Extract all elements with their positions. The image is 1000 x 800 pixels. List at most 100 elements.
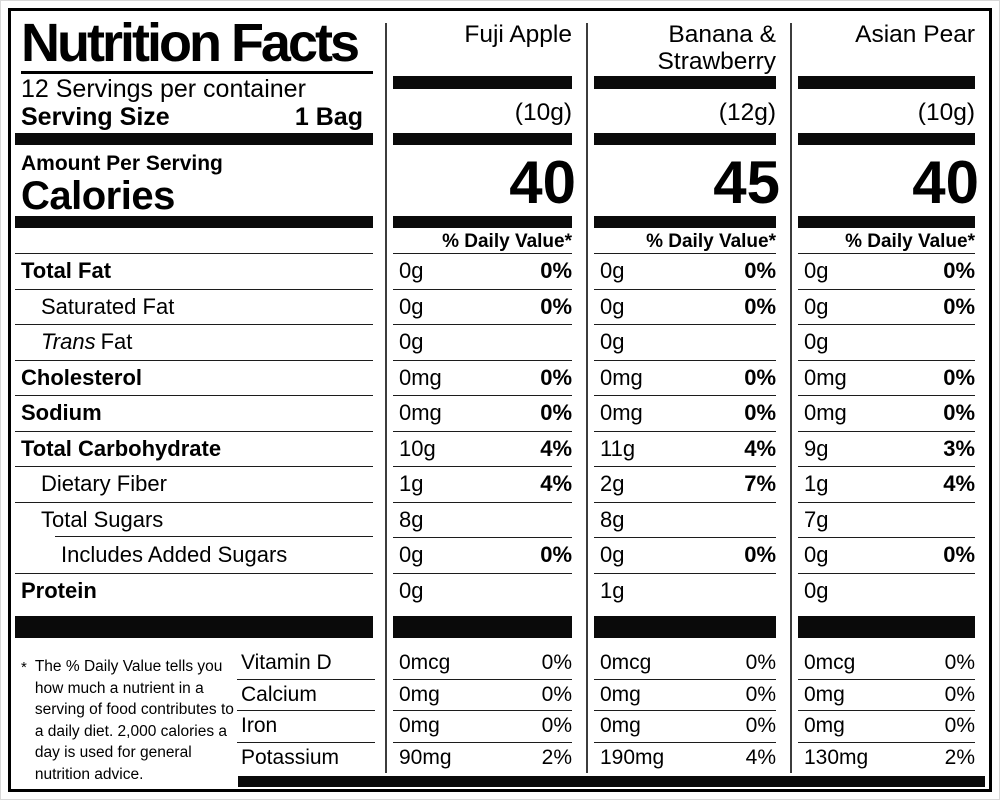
- daily-value: 7%: [744, 471, 776, 497]
- panel-inner: Nutrition Facts 12 Servings per containe…: [11, 11, 989, 789]
- micronutrient-value-row: 0mg 0%: [594, 711, 776, 743]
- nutrient-value-row: 0g: [798, 572, 975, 609]
- amount: 0mcg: [600, 651, 652, 675]
- daily-value: 0%: [744, 400, 776, 426]
- micronutrient-value-row: 0mcg 0%: [594, 648, 776, 680]
- daily-value: 0%: [943, 364, 975, 390]
- daily-value: 0%: [943, 293, 975, 319]
- micronutrient-label-potassium: Potassium: [237, 743, 375, 775]
- amount: 0mcg: [804, 651, 856, 675]
- nutrient-value-row: 10g 4%: [393, 430, 572, 467]
- daily-value: 0%: [944, 651, 975, 675]
- micronutrient-value-row: 90mg 2%: [393, 743, 572, 775]
- nutrient-label-total-fat: Total Fat: [15, 253, 373, 289]
- calories-label: Calories: [21, 174, 175, 218]
- micronutrient-value-row: 0mcg 0%: [393, 648, 572, 680]
- micronutrient-label-text: Potassium: [241, 746, 340, 770]
- thick-rule: [798, 76, 975, 89]
- nutrient-label-text: Total Fat: [21, 258, 112, 284]
- micronutrient-value-row: 0mg 0%: [393, 680, 572, 711]
- amount: 0mg: [399, 364, 442, 390]
- daily-value-header: % Daily Value*: [442, 231, 572, 252]
- thick-rule: [798, 216, 975, 228]
- nutrient-value-row: 0g 0%: [798, 253, 975, 289]
- nutrient-value-row: 7g: [798, 501, 975, 538]
- serving-weight: (10g): [514, 99, 572, 126]
- thick-rule: [594, 216, 776, 228]
- calories-value: 40: [509, 149, 576, 216]
- daily-value: 0%: [540, 293, 572, 319]
- nutrient-value-row: 0mg 0%: [393, 359, 572, 396]
- amount: 8g: [600, 506, 625, 532]
- nutrient-label-cholesterol: Cholesterol: [15, 359, 373, 396]
- nutrient-label-text: Cholesterol: [21, 364, 143, 390]
- amount: 0g: [600, 542, 625, 568]
- amount: 0mg: [600, 682, 641, 706]
- nutrient-label-total-carbohydrate: Total Carbohydrate: [15, 430, 373, 467]
- amount: 0mg: [600, 364, 643, 390]
- micronutrient-value-row: 0mg 0%: [393, 711, 572, 743]
- nutrient-value-row: 0g: [594, 324, 776, 360]
- nutrient-value-row: 0g 0%: [393, 288, 572, 325]
- amount: 0g: [804, 293, 829, 319]
- amount: 2g: [600, 471, 625, 497]
- amount: 10g: [399, 435, 436, 461]
- column-divider: [790, 23, 792, 773]
- nutrient-value-row: 1g: [594, 572, 776, 609]
- amount: 0mg: [399, 714, 440, 738]
- column-divider: [586, 23, 588, 773]
- amount: 1g: [399, 471, 424, 497]
- thick-rule: [393, 616, 572, 638]
- calories-value: 40: [912, 149, 979, 216]
- nutrient-value-row: 0g 0%: [798, 537, 975, 573]
- nutrient-value-row: 11g 4%: [594, 430, 776, 467]
- product-name: Asian Pear: [855, 21, 975, 48]
- amount-per-serving-label: Amount Per Serving: [21, 152, 223, 175]
- amount: 0mg: [600, 400, 643, 426]
- nutrient-label-text: Protein: [21, 577, 97, 603]
- amount: 11g: [600, 435, 636, 461]
- daily-value-footnote: * The % Daily Value tells you how much a…: [21, 656, 237, 785]
- micronutrient-label-text: Vitamin D: [241, 651, 332, 675]
- daily-value: 0%: [943, 542, 975, 568]
- thick-rule: [594, 133, 776, 145]
- daily-value: 0%: [943, 258, 975, 284]
- daily-value: 0%: [541, 651, 572, 675]
- serving-size-value: 1 Bag: [294, 103, 363, 131]
- amount: 130mg: [804, 746, 869, 770]
- nutrient-value-row: 0g: [393, 324, 572, 360]
- daily-value: 0%: [540, 364, 572, 390]
- daily-value: 0%: [943, 400, 975, 426]
- amount: 0g: [399, 542, 424, 568]
- daily-value: 0%: [540, 258, 572, 284]
- column-divider: [385, 23, 387, 773]
- nutrient-label-text: Fat: [100, 329, 133, 355]
- bottom-thick-rule: [238, 776, 985, 787]
- nutrient-label-text: Saturated Fat: [41, 293, 175, 319]
- daily-value: 3%: [943, 435, 975, 461]
- daily-value: 0%: [744, 258, 776, 284]
- nutrient-label-sodium: Sodium: [15, 395, 373, 431]
- nutrient-label-trans-fat: Trans Fat: [15, 324, 373, 360]
- amount: 0g: [600, 293, 625, 319]
- micronutrient-value-row: 0mcg 0%: [798, 648, 975, 680]
- amount: 0mcg: [399, 651, 451, 675]
- nutrient-label-text: Dietary Fiber: [41, 471, 167, 497]
- nutrient-value-row: 0g 0%: [594, 288, 776, 325]
- footnote-text: The % Daily Value tells you how much a n…: [34, 658, 234, 783]
- micronutrient-value-row: 0mg 0%: [594, 680, 776, 711]
- serving-size-label: Serving Size: [21, 103, 170, 131]
- amount: 0g: [399, 329, 424, 355]
- daily-value: 0%: [541, 714, 572, 738]
- amount: 7g: [804, 506, 829, 532]
- daily-value: 0%: [944, 682, 975, 706]
- nutrient-value-row: 8g: [393, 501, 572, 538]
- micronutrient-label-text: Calcium: [241, 682, 317, 706]
- nutrient-value-row: 0mg 0%: [393, 395, 572, 431]
- indented-rule: [55, 536, 373, 537]
- nutrient-value-row: 0mg 0%: [594, 359, 776, 396]
- nutrient-label-saturated-fat: Saturated Fat: [15, 288, 373, 325]
- panel-title: Nutrition Facts: [21, 16, 373, 74]
- amount: 8g: [399, 506, 424, 532]
